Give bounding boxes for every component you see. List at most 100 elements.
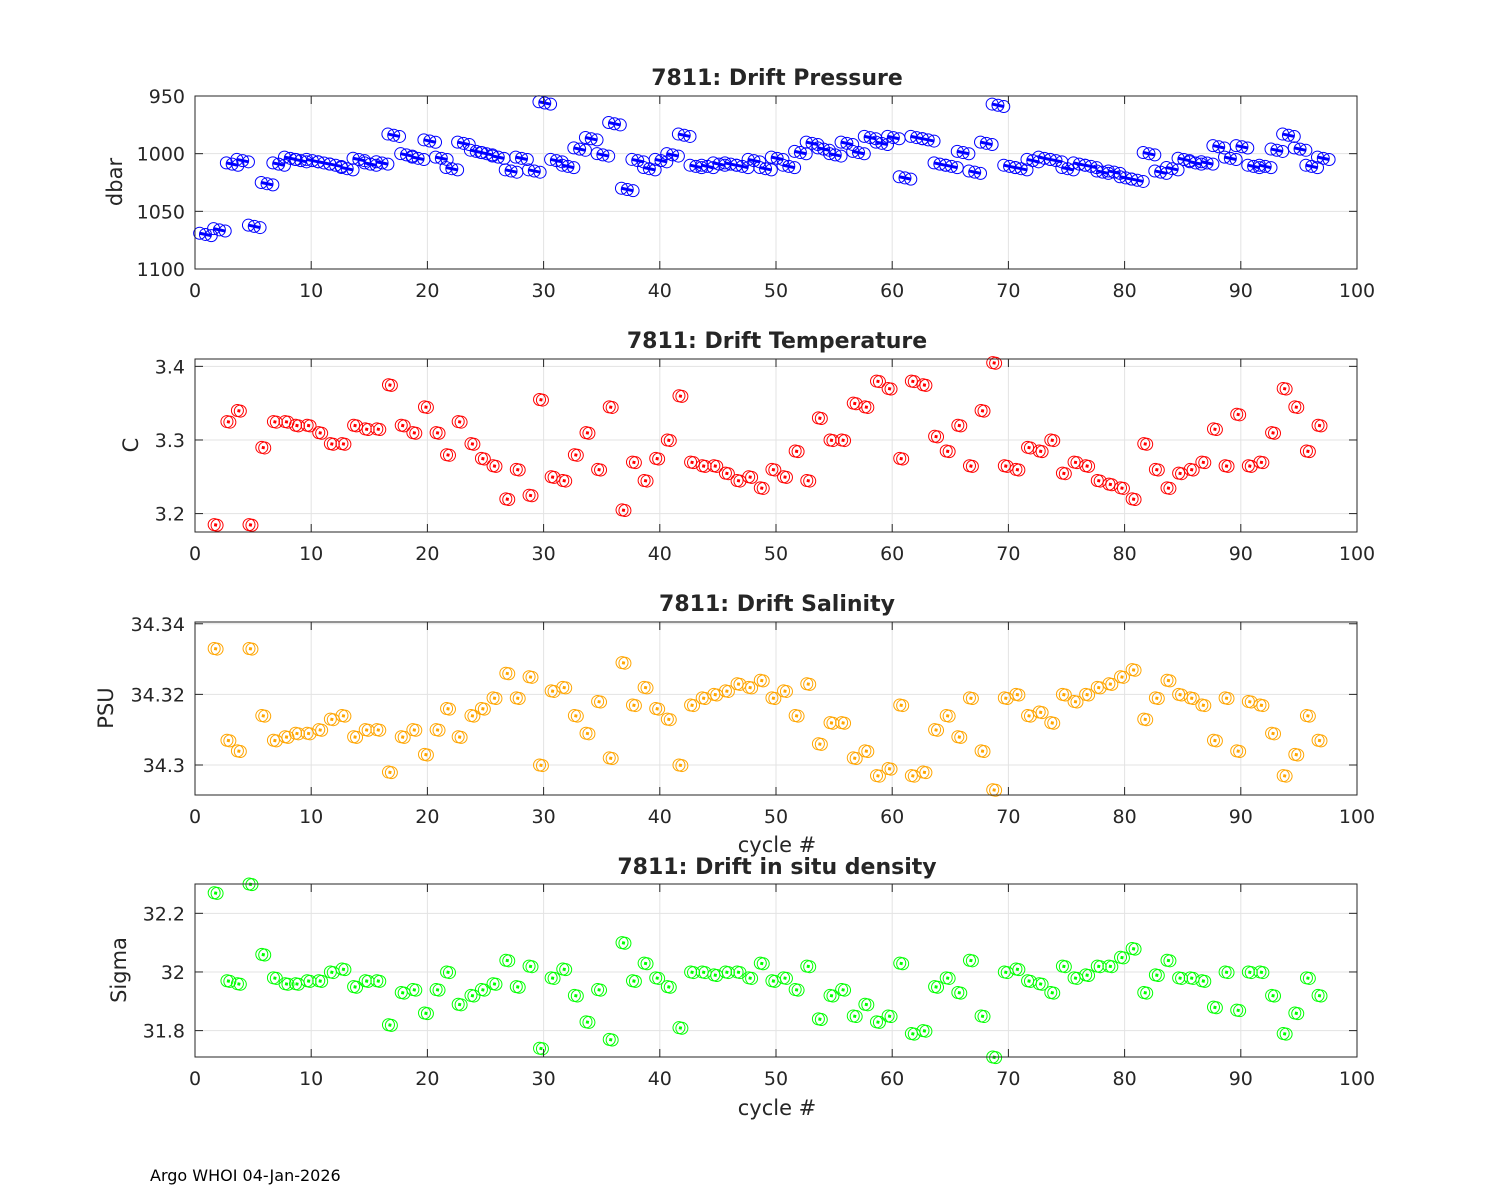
salinity-point-5: [266, 733, 283, 748]
pressure-xtick-label: 40: [648, 280, 672, 302]
salinity-marker: [315, 723, 329, 737]
density-point-12: [347, 980, 364, 994]
pressure-point-66: [962, 164, 988, 180]
density-marker: [977, 1010, 991, 1024]
salinity-marker: [420, 748, 434, 762]
temperature-point-1: [220, 415, 237, 429]
salinity-xmark: [608, 756, 613, 760]
temperature-xmark: [934, 434, 938, 439]
temperature-point-91: [1265, 426, 1281, 440]
pressure-point-96: [1310, 150, 1336, 167]
salinity-point-89: [1241, 694, 1258, 709]
salinity-xmark: [1131, 668, 1136, 672]
temperature-xmark: [1271, 431, 1275, 435]
density-point-17: [406, 983, 423, 997]
temperature-xmark: [1038, 449, 1043, 454]
temperature-marker: [779, 470, 793, 484]
salinity-marker: [1128, 663, 1142, 677]
salinity-xtick-label: 100: [1339, 806, 1375, 828]
temperature-point-34: [602, 400, 619, 414]
temperature-marker: [1012, 463, 1026, 477]
pressure-xtick-label: 90: [1229, 280, 1253, 302]
density-marker: [861, 998, 875, 1012]
temperature-ytick-label: 3.2: [155, 504, 185, 526]
temperature-xmark: [922, 383, 927, 387]
salinity-xmark: [911, 774, 915, 778]
density-panel: 7811: Drift in situ density Sigma cycle …: [107, 855, 1375, 1120]
salinity-xmark: [632, 703, 636, 708]
pressure-xmark: [1200, 160, 1214, 166]
density-point-14: [370, 974, 387, 988]
temperature-marker: [1314, 419, 1328, 433]
salinity-xmark: [794, 714, 799, 718]
salinity-xmark: [690, 703, 694, 708]
temperature-xmark: [957, 423, 962, 428]
density-xmark: [1282, 1032, 1287, 1036]
density-marker: [791, 983, 805, 997]
pressure-xmark: [875, 140, 888, 147]
pressure-point-34: [590, 147, 616, 163]
density-xmark: [1085, 973, 1089, 977]
salinity-xmark: [1108, 682, 1113, 686]
salinity-point-10: [323, 712, 340, 727]
salinity-marker: [477, 702, 491, 716]
salinity-marker: [1291, 748, 1305, 762]
salinity-marker: [1244, 695, 1258, 709]
temperature-point-65: [962, 459, 979, 473]
salinity-xtick-label: 0: [189, 806, 201, 828]
temperature-xmark: [1178, 471, 1182, 476]
density-point-37: [637, 956, 654, 971]
pressure-xmark: [666, 152, 679, 158]
density-xmark: [1259, 970, 1264, 975]
pressure-point-68: [985, 97, 1011, 113]
pressure-series: [193, 95, 1336, 243]
density-marker: [896, 957, 910, 971]
density-ylabel: Sigma: [107, 937, 131, 1003]
pressure-ytick-label: 950: [149, 86, 185, 108]
salinity-point-14: [370, 723, 387, 737]
temperature-xmark: [1015, 467, 1020, 472]
salinity-marker: [791, 709, 805, 723]
density-point-30: [556, 962, 573, 977]
pressure-xtick-label: 20: [415, 280, 439, 302]
temperature-marker: [745, 470, 759, 484]
density-point-20: [440, 965, 456, 980]
pressure-point-48: [753, 161, 778, 177]
pressure-xmark: [375, 160, 389, 166]
salinity-point-36: [625, 698, 642, 713]
salinity-marker: [1116, 670, 1130, 684]
density-point-79: [1125, 942, 1142, 956]
density-point-53: [823, 988, 840, 1003]
density-point-94: [1299, 971, 1316, 985]
density-marker: [489, 977, 503, 991]
pressure-point-27: [509, 150, 534, 167]
density-point-77: [1102, 959, 1119, 974]
footer-credit: Argo WHOI 04-Jan-2026: [150, 1166, 341, 1185]
density-point-80: [1137, 985, 1154, 1000]
pressure-point-91: [1252, 158, 1278, 175]
density-xmark: [643, 961, 648, 966]
density-xmark: [306, 979, 311, 983]
temperature-marker: [1163, 481, 1177, 495]
density-xmark: [1062, 964, 1066, 969]
density-point-72: [1044, 985, 1061, 1000]
pressure-title: 7811: Drift Pressure: [651, 66, 903, 91]
temperature-point-49: [777, 470, 793, 484]
density-marker: [245, 878, 259, 892]
density-xmark: [841, 988, 845, 992]
pressure-point-80: [1125, 172, 1150, 188]
density-marker: [1233, 1004, 1247, 1018]
density-point-93: [1288, 1006, 1305, 1021]
salinity-marker: [628, 699, 642, 713]
temperature-xmark: [1213, 427, 1217, 432]
density-point-69: [1009, 962, 1026, 977]
density-marker: [281, 977, 295, 991]
density-xmark: [1004, 970, 1008, 975]
temperature-marker: [258, 441, 272, 455]
salinity-marker: [326, 713, 340, 727]
temperature-point-68: [997, 459, 1014, 473]
temperature-marker: [965, 459, 979, 473]
pressure-xmark: [887, 134, 900, 141]
temperature-point-80: [1137, 437, 1154, 451]
temperature-point-74: [1067, 455, 1084, 470]
